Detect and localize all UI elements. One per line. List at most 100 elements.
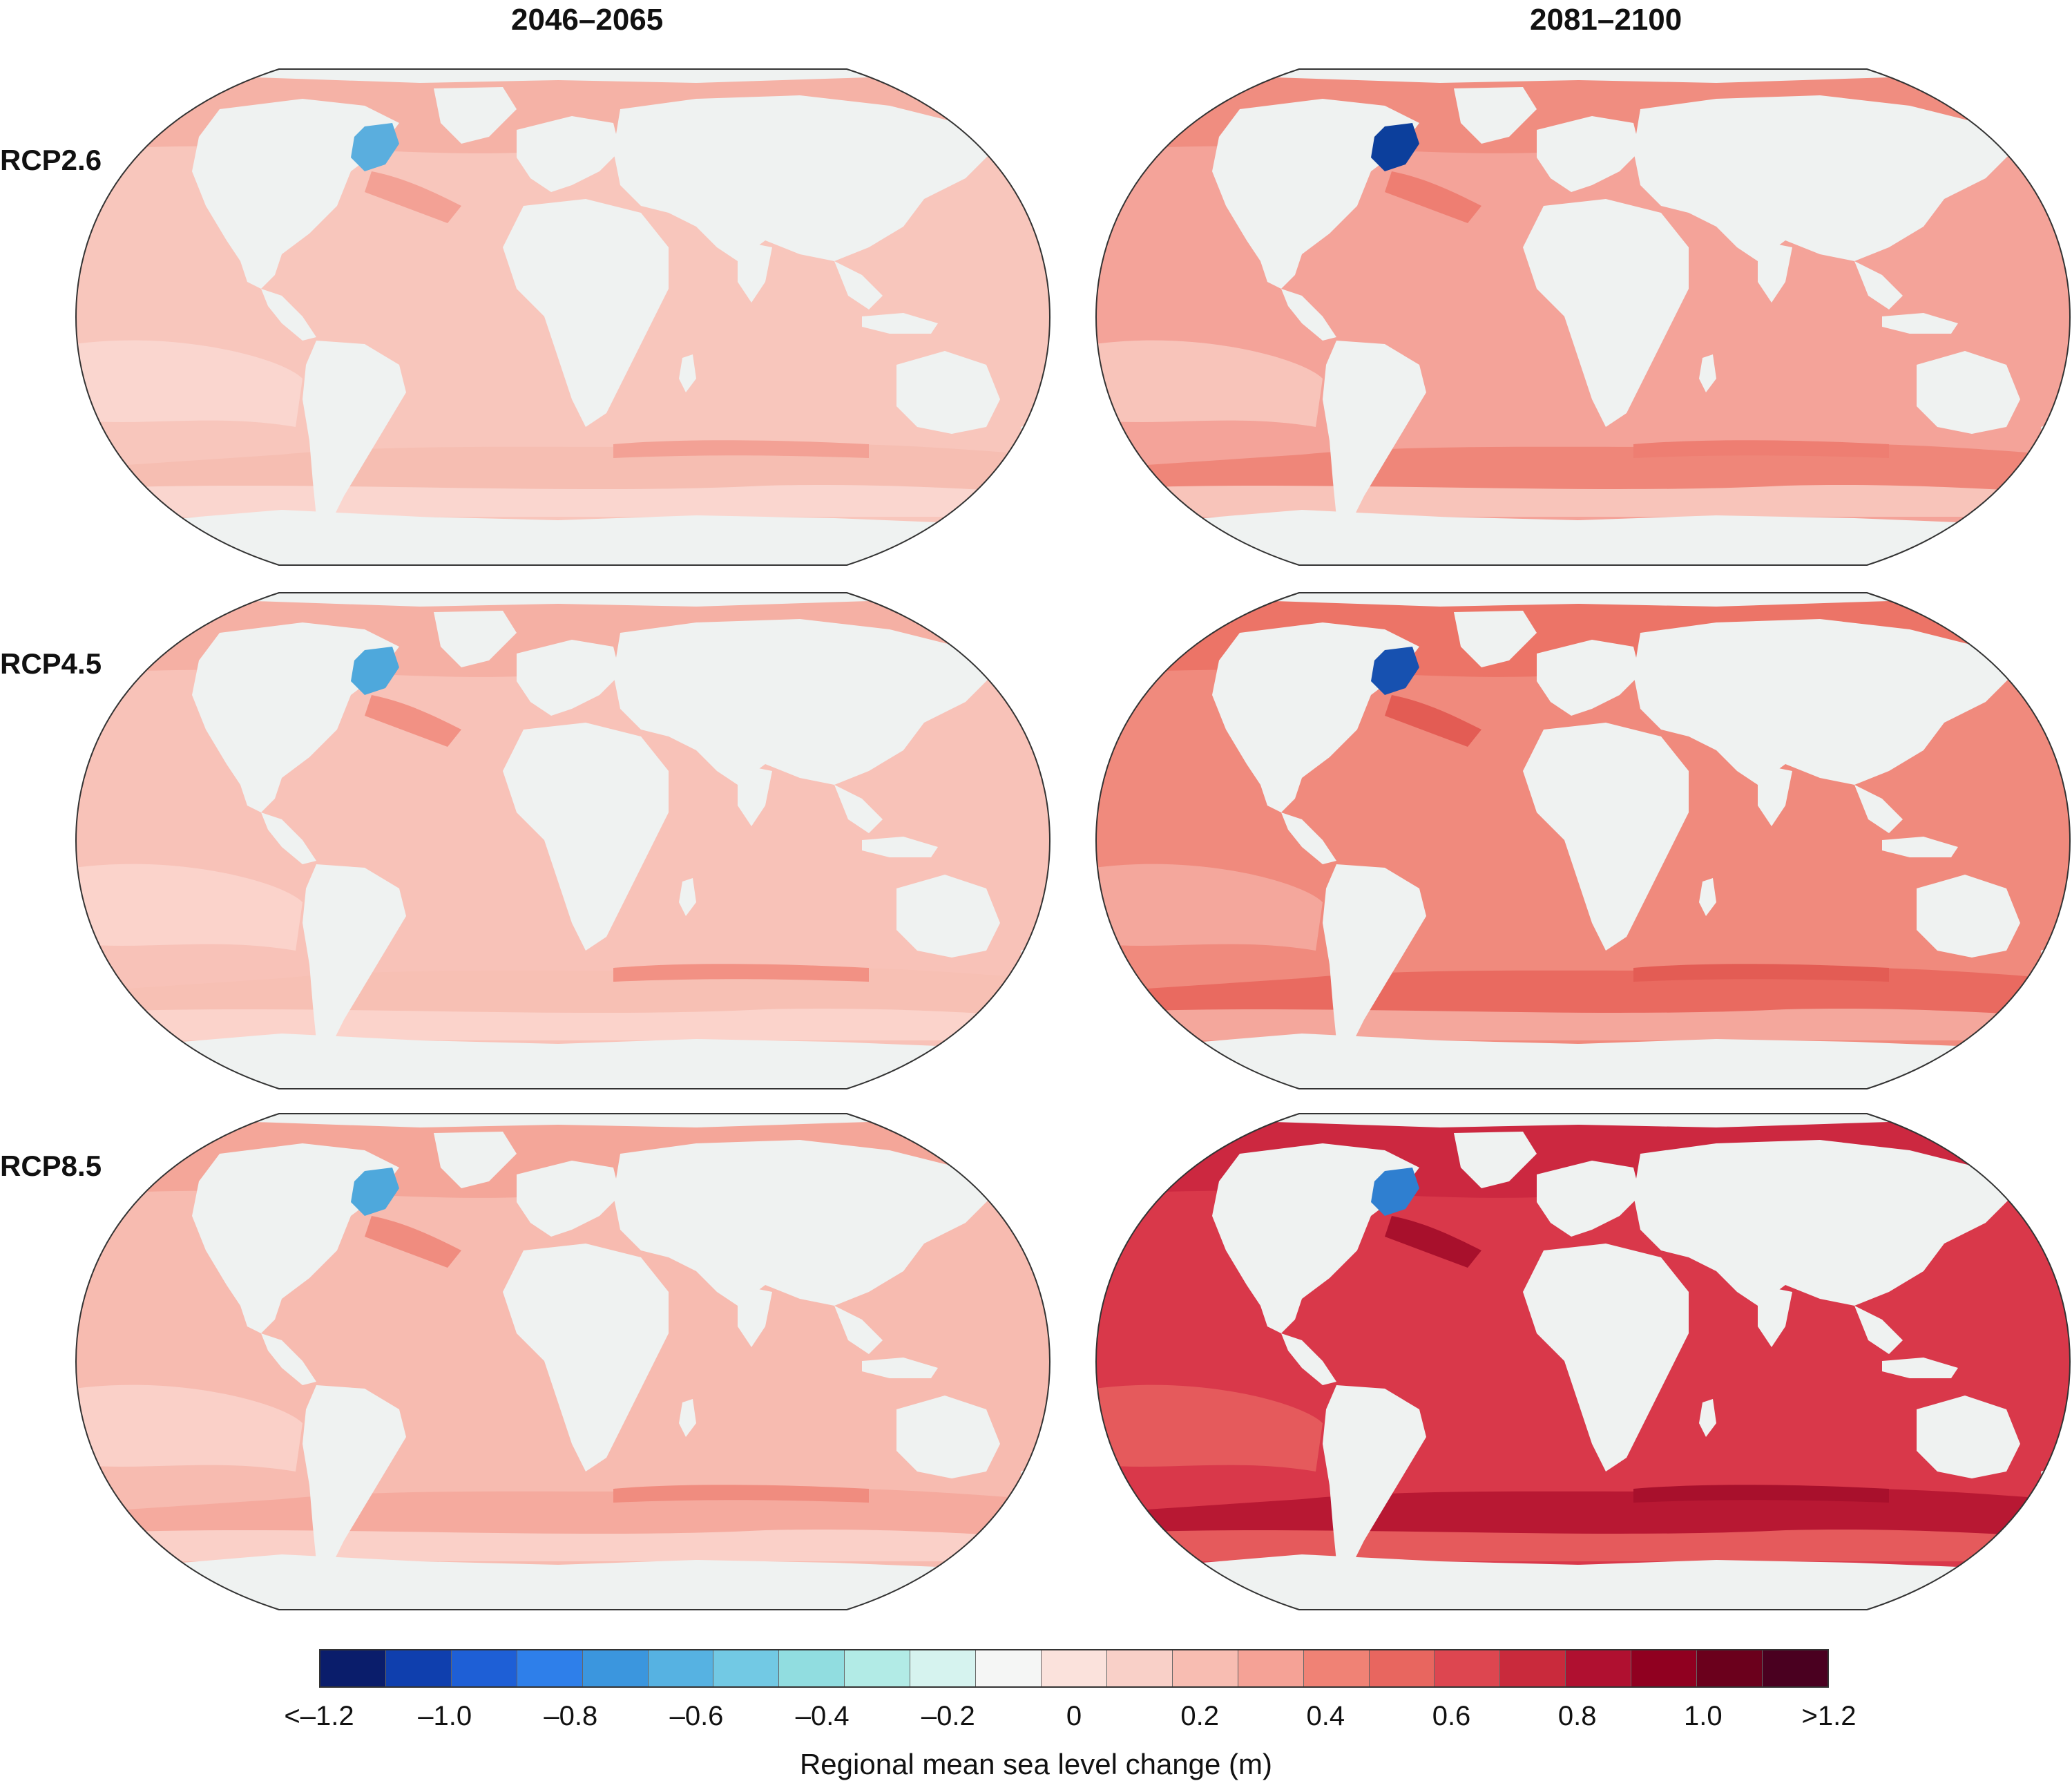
land-africa	[503, 1244, 669, 1472]
land-africa	[1523, 723, 1689, 951]
ocean-band-southern-light	[1096, 1529, 2070, 1561]
colorbar-tick-label: 0.6	[1432, 1701, 1471, 1731]
ocean-band-south-pacific	[76, 864, 303, 951]
colorbar-segment	[910, 1650, 977, 1686]
world-map-svg	[75, 1113, 1051, 1610]
colorbar-segment	[1697, 1650, 1763, 1686]
land-seAsia	[834, 785, 883, 833]
colorbar-tick-label: 0.8	[1557, 1701, 1597, 1731]
land-europe	[1537, 640, 1640, 716]
land-asia	[613, 619, 993, 785]
land-greenland	[434, 87, 517, 144]
land-madagascar	[1699, 878, 1716, 916]
colorbar-segment	[845, 1650, 911, 1686]
colorbar-tick-label: –0.2	[921, 1701, 975, 1731]
land-greenland	[434, 611, 517, 667]
ocean-accent-north-atlantic	[365, 171, 461, 223]
colorbar	[319, 1649, 1829, 1688]
map-rcp85-2081-2100	[1095, 1112, 2071, 1611]
map-outline	[75, 68, 1051, 566]
land-seAsia	[834, 261, 883, 310]
column-title-2081-2100: 2081–2100	[1530, 3, 1682, 37]
land-seAsia	[1854, 1306, 1903, 1354]
ocean-accent-southern	[613, 440, 869, 458]
ocean-anomaly-hudson-bay	[351, 123, 399, 171]
colorbar-tick-label: –0.8	[544, 1701, 598, 1731]
ocean-accent-north-atlantic	[1385, 695, 1481, 747]
land-madagascar	[1699, 354, 1716, 392]
land-indonesia	[862, 1358, 938, 1378]
land-europe	[517, 640, 620, 716]
land-europe	[517, 116, 620, 192]
land-northAmerica	[192, 622, 399, 812]
land-asia	[613, 95, 993, 261]
map-outline	[1095, 68, 2071, 566]
land-india	[1758, 240, 1792, 303]
map-outline	[75, 592, 1051, 1089]
land-australia	[1917, 1396, 2020, 1478]
land-southAmerica	[303, 864, 406, 1047]
colorbar-segment	[1762, 1650, 1828, 1686]
map-rcp85-2046-2065	[75, 1112, 1051, 1611]
land-asia	[613, 1140, 993, 1306]
land-antarctica	[102, 1554, 1028, 1610]
colorbar-segment	[1631, 1650, 1698, 1686]
colorbar-tick-label: <–1.2	[284, 1701, 354, 1731]
ocean-accent-north-atlantic	[1385, 171, 1481, 223]
land-australia	[896, 1396, 1000, 1478]
ocean-accent-southern	[1633, 440, 1889, 458]
ocean-accent-north-atlantic	[365, 695, 461, 747]
land-seAsia	[1854, 261, 1903, 310]
colorbar-tick-label: 1.0	[1684, 1701, 1723, 1731]
colorbar-segment	[976, 1650, 1042, 1686]
column-title-2046-2065: 2046–2065	[511, 3, 664, 37]
land-asia	[1633, 95, 2013, 261]
map-outline	[75, 1113, 1051, 1610]
land-centralAmerica	[1281, 289, 1336, 341]
map-outline	[1095, 1113, 2071, 1610]
colorbar-segment	[713, 1650, 780, 1686]
colorbar-title: Regional mean sea level change (m)	[799, 1748, 1273, 1780]
land-australia	[1917, 875, 2020, 958]
row-label-rcp85: RCP8.5	[0, 1150, 102, 1182]
colorbar-segment	[648, 1650, 714, 1686]
world-map-svg	[1095, 1113, 2071, 1610]
ocean-band-south-pacific	[1096, 1384, 1323, 1472]
colorbar-segment	[1369, 1650, 1435, 1686]
land-australia	[896, 351, 1000, 434]
ocean-accent-southern	[613, 1485, 869, 1503]
ocean-band-south-pacific	[76, 1384, 303, 1472]
land-greenland	[1454, 87, 1537, 144]
colorbar-segment	[582, 1650, 649, 1686]
ocean-anomaly-hudson-bay	[1371, 123, 1419, 171]
land-seAsia	[1854, 785, 1903, 833]
land-centralAmerica	[1281, 1333, 1336, 1385]
colorbar-tick-label: –0.4	[795, 1701, 850, 1731]
land-asia	[1633, 619, 2013, 785]
ocean-band-south-pacific	[76, 340, 303, 427]
ocean-band-south-pacific	[1096, 864, 1323, 951]
land-africa	[503, 723, 669, 951]
map-rcp26-2046-2065	[75, 68, 1051, 566]
land-australia	[1917, 351, 2020, 434]
land-madagascar	[679, 878, 696, 916]
land-india	[738, 764, 772, 826]
land-centralAmerica	[261, 289, 316, 341]
colorbar-tick-label: –1.0	[418, 1701, 472, 1731]
land-northAmerica	[192, 99, 399, 289]
land-northAmerica	[192, 1143, 399, 1333]
row-label-rcp26: RCP2.6	[0, 144, 102, 176]
colorbar-segment	[1238, 1650, 1304, 1686]
ocean-band-southern-light	[1096, 1008, 2070, 1040]
land-africa	[503, 199, 669, 427]
colorbar-segment	[1566, 1650, 1632, 1686]
ocean-anomaly-hudson-bay	[1371, 1168, 1419, 1216]
land-antarctica	[1122, 1554, 2048, 1610]
land-indonesia	[1882, 1358, 1958, 1378]
land-indonesia	[862, 837, 938, 857]
colorbar-segment	[1106, 1650, 1173, 1686]
land-india	[1758, 1285, 1792, 1347]
map-rcp45-2046-2065	[75, 591, 1051, 1090]
land-madagascar	[679, 1399, 696, 1437]
ocean-accent-southern	[1633, 964, 1889, 982]
